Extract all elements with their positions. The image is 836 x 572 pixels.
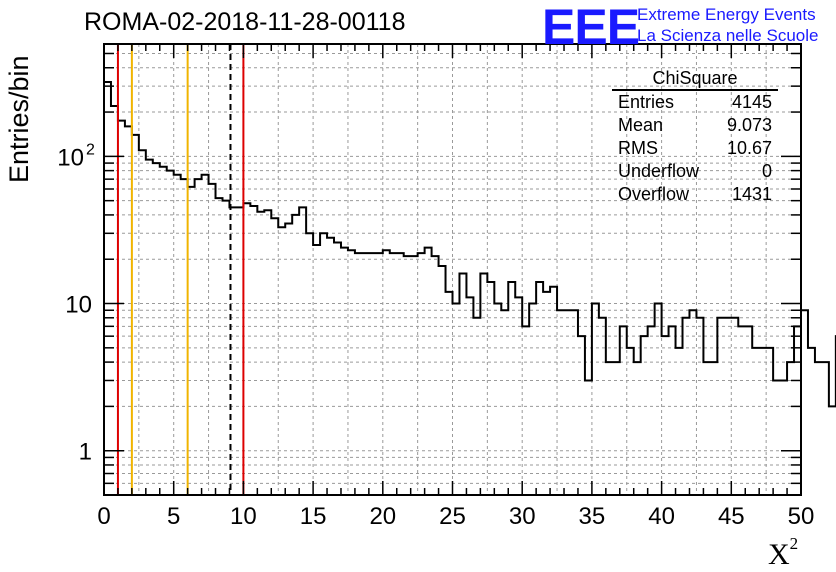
stats-label: Entries xyxy=(618,92,675,112)
stats-value: 9.073 xyxy=(726,115,772,135)
histogram xyxy=(103,81,836,495)
stats-value: 0 xyxy=(761,161,772,181)
logo-line-2: La Scienza nelle Scuole xyxy=(637,26,819,45)
x-axis-title-exponent: 2 xyxy=(789,534,799,553)
stats-box: ChiSquare Entries 4145 Mean 9.073 RMS 10… xyxy=(612,68,778,206)
axis-ticks xyxy=(103,44,802,496)
histogram-outline xyxy=(103,81,836,495)
y-axis-title: Entries/bin xyxy=(4,55,34,183)
stats-label: RMS xyxy=(618,138,658,158)
logo-text: Extreme Energy Events La Scienza nelle S… xyxy=(637,4,818,46)
stats-label: Overflow xyxy=(618,184,690,204)
x-tick-label: 35 xyxy=(579,503,606,530)
x-tick-label: 45 xyxy=(718,503,745,530)
x-axis-title: X2 xyxy=(768,534,798,572)
stats-row-entries: Entries 4145 xyxy=(612,91,778,114)
stats-value: 1431 xyxy=(731,184,772,204)
y-tick-label: 10 xyxy=(57,144,84,171)
y-tick-label: 1 xyxy=(79,439,92,466)
stats-title: ChiSquare xyxy=(612,68,778,91)
stats-row-rms: RMS 10.67 xyxy=(612,137,778,160)
marker-lines xyxy=(116,44,245,495)
stats-row-overflow: Overflow 1431 xyxy=(612,183,778,206)
chart-title: ROMA-02-2018-11-28-00118 xyxy=(84,8,406,36)
stats-label: Underflow xyxy=(618,161,700,181)
stats-label: Mean xyxy=(618,115,664,135)
y-tick-label-exponent: 2 xyxy=(86,141,95,158)
logo-line-1: Extreme Energy Events xyxy=(637,5,816,24)
x-tick-label: 40 xyxy=(648,503,675,530)
stats-value: 10.67 xyxy=(726,138,772,158)
x-tick-label: 5 xyxy=(167,503,180,530)
x-axis-title-base: X xyxy=(768,538,790,571)
x-tick-label: 25 xyxy=(439,503,466,530)
stats-value: 4145 xyxy=(731,92,772,112)
x-tick-label: 10 xyxy=(230,503,257,530)
x-tick-label: 30 xyxy=(509,503,536,530)
eee-logo: EEE xyxy=(542,0,640,55)
stats-row-mean: Mean 9.073 xyxy=(612,114,778,137)
y-tick-label: 10 xyxy=(65,292,92,319)
x-tick-label: 20 xyxy=(369,503,396,530)
x-tick-label: 0 xyxy=(97,503,110,530)
x-tick-label: 50 xyxy=(788,503,815,530)
stats-row-underflow: Underflow 0 xyxy=(612,160,778,183)
grid-lines xyxy=(103,44,802,496)
x-tick-label: 15 xyxy=(300,503,327,530)
